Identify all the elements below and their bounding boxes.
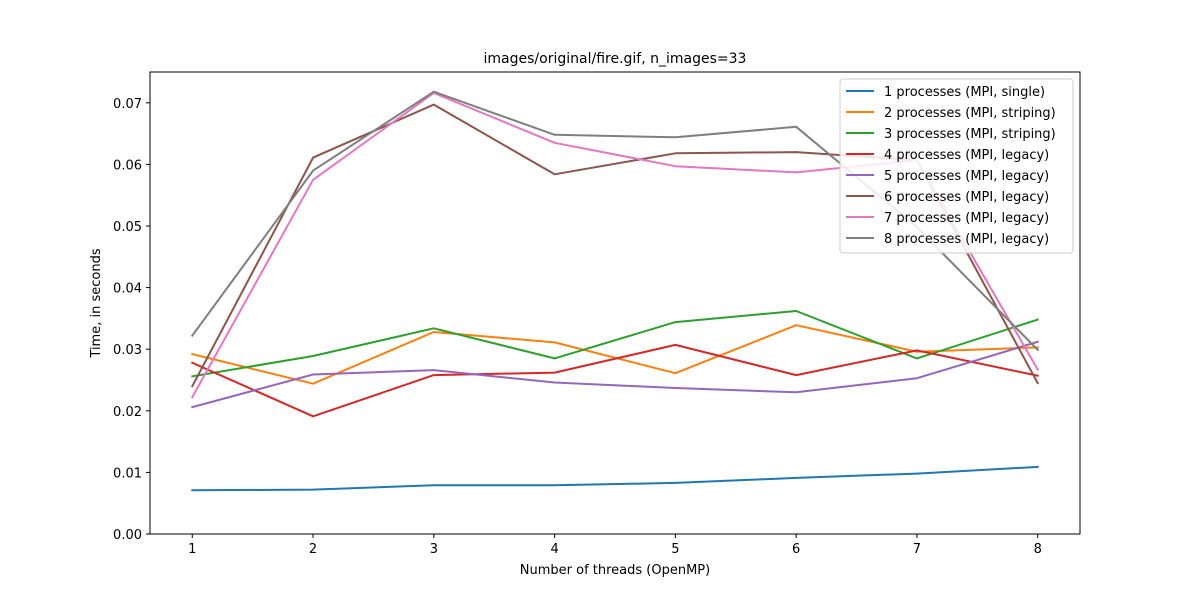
y-tick-label: 0.06 bbox=[113, 158, 142, 173]
legend-label-8: 8 processes (MPI, legacy) bbox=[884, 232, 1049, 247]
series-line-1 bbox=[191, 465, 1039, 492]
y-tick-label: 0.04 bbox=[113, 282, 142, 297]
legend-label-2: 2 processes (MPI, striping) bbox=[884, 106, 1056, 121]
y-axis-label: Time, in seconds bbox=[89, 248, 104, 358]
legend-label-3: 3 processes (MPI, striping) bbox=[884, 127, 1056, 142]
plot-area: 1 2 3 4 5 6 7 8 0.00 0.01 0.02 0.03 0.04 0.05 0.06 0.07 bbox=[113, 71, 1081, 557]
y-tick-label: 0.02 bbox=[113, 405, 142, 420]
legend-label-1: 1 processes (MPI, single) bbox=[884, 85, 1045, 100]
x-tick-label: 3 bbox=[430, 542, 438, 557]
x-tick-label: 4 bbox=[550, 542, 558, 557]
x-tick-label: 8 bbox=[1034, 542, 1042, 557]
legend-label-5: 5 processes (MPI, legacy) bbox=[884, 169, 1049, 184]
series-line-3 bbox=[191, 310, 1039, 378]
x-tick-label: 7 bbox=[913, 542, 921, 557]
y-tick-label: 0.00 bbox=[113, 528, 142, 543]
chart-title: images/original/fire.gif, n_images=33 bbox=[484, 51, 747, 67]
y-tick-label: 0.03 bbox=[113, 343, 142, 358]
legend: 1 processes (MPI, single) 2 processes (MP… bbox=[839, 78, 1074, 254]
x-axis-label: Number of threads (OpenMP) bbox=[520, 563, 710, 578]
legend-label-7: 7 processes (MPI, legacy) bbox=[884, 211, 1049, 226]
legend-label-4: 4 processes (MPI, legacy) bbox=[884, 148, 1049, 163]
x-tick-label: 2 bbox=[309, 542, 317, 557]
series-line-5 bbox=[191, 340, 1039, 409]
x-tick-label: 6 bbox=[792, 542, 800, 557]
y-tick-label: 0.01 bbox=[113, 466, 142, 481]
x-tick-label: 1 bbox=[188, 542, 196, 557]
legend-label-6: 6 processes (MPI, legacy) bbox=[884, 190, 1049, 205]
y-tick-label: 0.05 bbox=[113, 220, 142, 235]
axes-frame bbox=[149, 71, 1081, 535]
x-tick-label: 5 bbox=[671, 542, 679, 557]
y-tick-label: 0.07 bbox=[113, 97, 142, 112]
series-line-4 bbox=[190, 343, 1039, 418]
legend-box bbox=[839, 78, 1074, 254]
